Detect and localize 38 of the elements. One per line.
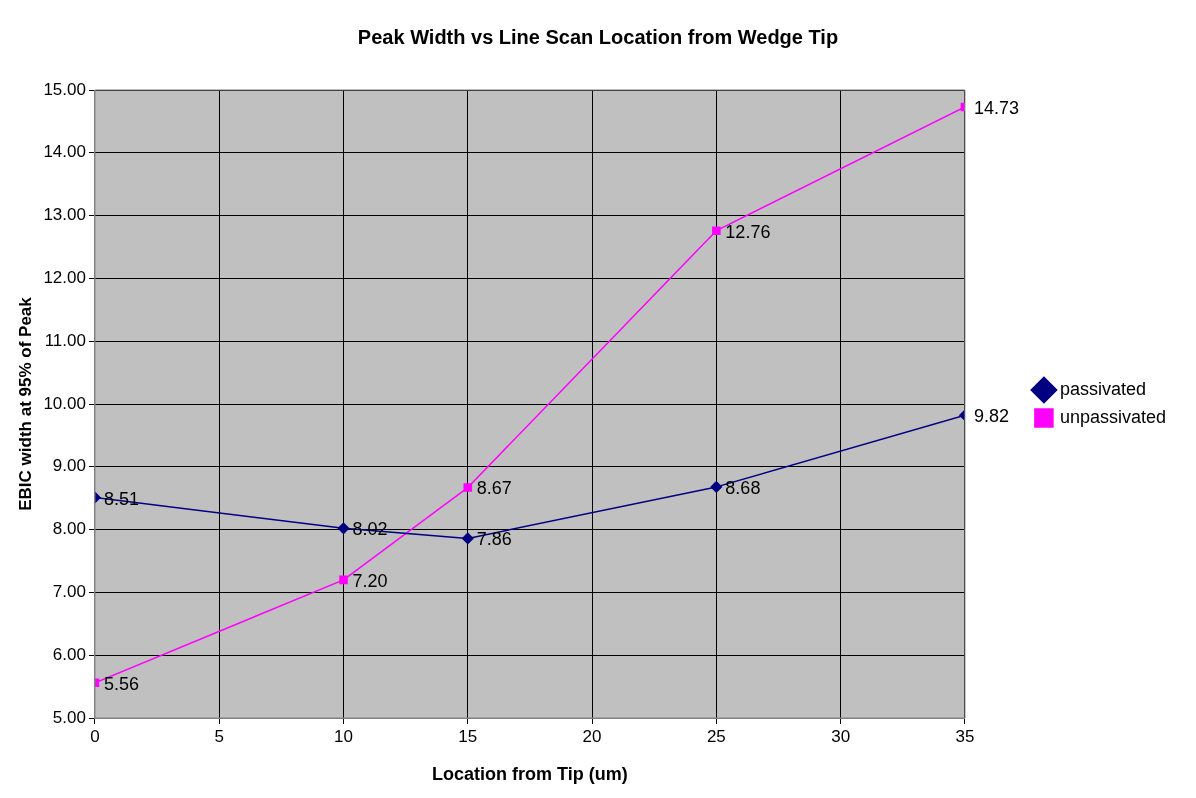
point: [463, 483, 473, 492]
x-tick-label: 15: [458, 726, 478, 746]
data-label: 9.82: [973, 406, 1009, 427]
data-label: 8.68: [725, 477, 761, 498]
data-label: 14.73: [973, 97, 1019, 118]
y-tick-label: 8.00: [52, 519, 86, 539]
x-tick-label: 35: [955, 726, 975, 746]
point: [712, 226, 721, 235]
point: [462, 532, 474, 545]
y-tick-label: 9.00: [52, 456, 86, 476]
legend-label: passivated: [1059, 378, 1146, 399]
data-label: 7.20: [352, 570, 388, 591]
x-tick-label: 10: [334, 726, 353, 746]
data-label: 7.86: [476, 529, 512, 550]
x-tick-label: 25: [706, 726, 726, 746]
point: [339, 575, 348, 585]
y-tick-label: 12.00: [43, 268, 86, 288]
x-axis-title: Location from Tip (um): [432, 764, 628, 785]
y-tick-label: 7.00: [52, 582, 86, 602]
data-label: 12.76: [725, 221, 771, 242]
data-label: 5.56: [103, 673, 139, 694]
x-tick-label: 5: [214, 726, 224, 746]
y-tick-label: 13.00: [43, 205, 86, 225]
y-tick-label: 14.00: [43, 142, 86, 162]
y-tick-label: 15.00: [43, 79, 86, 99]
x-tick-label: 20: [582, 726, 602, 746]
chart-title: Peak Width vs Line Scan Location from Wedge Tip: [357, 25, 839, 48]
data-label: 8.67: [476, 478, 512, 499]
point: [710, 481, 723, 493]
y-tick-label: 11.00: [44, 330, 86, 350]
point: [337, 522, 350, 535]
legend-label: unpassivated: [1059, 406, 1166, 427]
x-tick-label: 30: [831, 726, 851, 746]
x-tick-label: 0: [90, 726, 100, 746]
y-tick-label: 6.00: [52, 644, 86, 664]
y-axis-title: EBIC width at 95% of Peak: [15, 296, 35, 511]
y-tick-label: 10.00: [43, 393, 86, 413]
y-tick-label: 5.00: [52, 707, 86, 727]
